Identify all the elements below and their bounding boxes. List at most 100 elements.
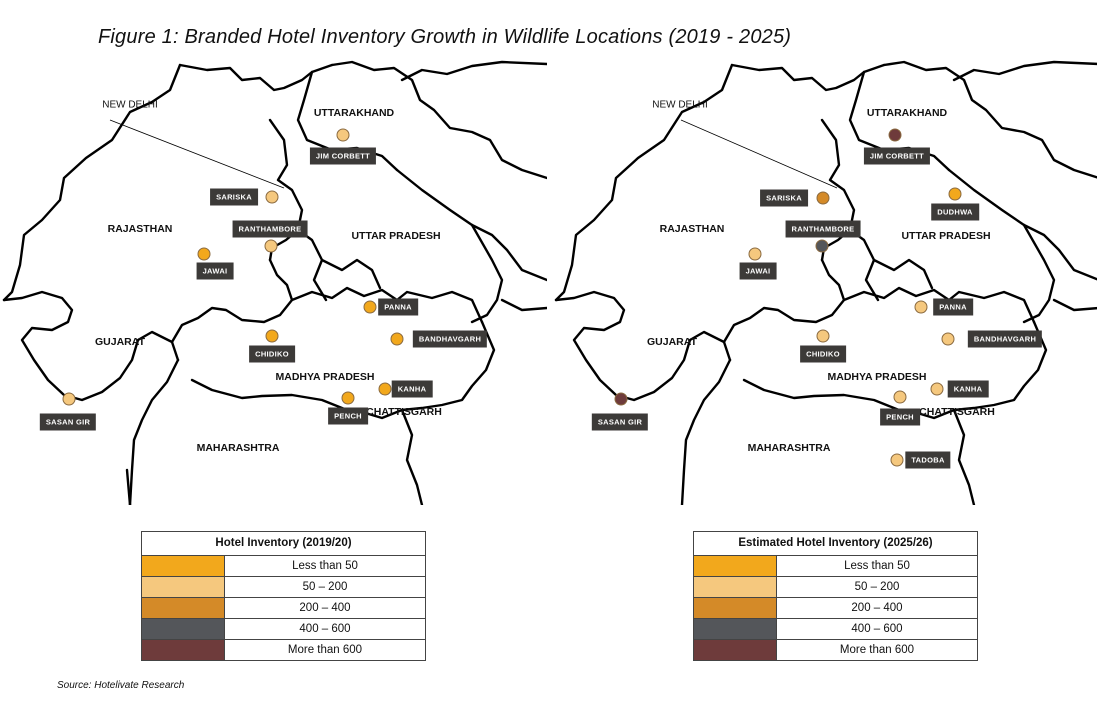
marker-jawai xyxy=(748,247,762,261)
legend-label: 400 – 600 xyxy=(851,623,903,635)
legend-row: Less than 50 xyxy=(694,556,977,576)
region-label-gujarat: GUJARAT xyxy=(95,336,145,348)
legend-row: 50 – 200 xyxy=(142,576,425,597)
legend-swatch xyxy=(694,577,777,597)
legend-label: 400 – 600 xyxy=(299,623,351,635)
region-label-chattisgarh: CHATTISGARH xyxy=(919,406,995,418)
marker-ranthambore xyxy=(815,239,829,253)
legend-title: Hotel Inventory (2019/20) xyxy=(142,532,425,556)
legend-row: 400 – 600 xyxy=(694,618,977,639)
marker-bandhavgarh xyxy=(941,332,955,346)
destination-label-jim-corbett: JIM CORBETT xyxy=(863,147,931,165)
legend-label: Less than 50 xyxy=(292,560,358,572)
legend-swatch xyxy=(142,598,225,618)
destination-label-jim-corbett: JIM CORBETT xyxy=(309,147,377,165)
region-label-rajasthan: RAJASTHAN xyxy=(659,223,725,235)
destination-label-jawai: JAWAI xyxy=(196,262,234,280)
legend-swatch xyxy=(694,598,777,618)
marker-bandhavgarh xyxy=(390,332,404,346)
marker-pench xyxy=(893,390,907,404)
region-label-maharashtra: MAHARASHTRA xyxy=(747,442,831,454)
figure-title: Figure 1: Branded Hotel Inventory Growth… xyxy=(98,26,792,48)
map-2025: UTTARAKHAND RAJASTHAN UTTAR PRADESH GUJARAT… xyxy=(554,60,1097,505)
marker-jim-corbett xyxy=(888,128,902,142)
legend-swatch xyxy=(694,640,777,660)
legend-row: More than 600 xyxy=(142,639,425,660)
marker-panna xyxy=(363,300,377,314)
marker-sasan-gir xyxy=(62,392,76,406)
marker-panna xyxy=(914,300,928,314)
region-label-gujarat: GUJARAT xyxy=(647,336,697,348)
destination-label-ranthambore: RANTHAMBORE xyxy=(232,220,308,238)
region-label-madhya-pradesh: MADHYA PRADESH xyxy=(275,371,375,383)
marker-pench xyxy=(341,391,355,405)
region-label-madhya-pradesh: MADHYA PRADESH xyxy=(827,371,927,383)
marker-kanha xyxy=(930,382,944,396)
destination-label-kanha: KANHA xyxy=(947,380,989,398)
destination-label-bandhavgarh: BANDHAVGARH xyxy=(967,330,1043,348)
marker-sariska xyxy=(265,190,279,204)
capital-label: NEW DELHI xyxy=(102,99,158,111)
destination-label-jawai: JAWAI xyxy=(739,262,777,280)
destination-label-pench: PENCH xyxy=(880,408,920,426)
marker-jawai xyxy=(197,247,211,261)
destination-label-sasan-gir: SASAN GIR xyxy=(591,413,649,431)
legend-label: More than 600 xyxy=(839,644,915,656)
marker-jim-corbett xyxy=(336,128,350,142)
destination-label-sariska: SARISKA xyxy=(760,189,808,207)
destination-label-panna: PANNA xyxy=(933,298,973,316)
legend-2019: Hotel Inventory (2019/20) Less than 50 50… xyxy=(141,531,426,661)
marker-ranthambore xyxy=(264,239,278,253)
legend-swatch xyxy=(694,619,777,639)
legend-swatch xyxy=(142,640,225,660)
marker-dudhwa xyxy=(948,187,962,201)
region-label-uttarakhand: UTTARAKHAND xyxy=(313,107,395,119)
legend-swatch xyxy=(142,556,225,576)
region-label-chattisgarh: CHATTISGARH xyxy=(366,406,442,418)
legend-label: 50 – 200 xyxy=(302,581,348,593)
map-2019: UTTARAKHAND RAJASTHAN UTTAR PRADESH GUJARAT… xyxy=(2,60,547,505)
destination-label-chidiko: CHIDIKO xyxy=(249,345,295,363)
legend-row: More than 600 xyxy=(694,639,977,660)
marker-sasan-gir xyxy=(614,392,628,406)
destination-label-chidiko: CHIDIKO xyxy=(800,345,846,363)
legend-label: More than 600 xyxy=(287,644,363,656)
region-label-uttarakhand: UTTARAKHAND xyxy=(866,107,948,119)
region-label-rajasthan: RAJASTHAN xyxy=(107,223,173,235)
destination-label-bandhavgarh: BANDHAVGARH xyxy=(412,330,488,348)
destination-label-kanha: KANHA xyxy=(391,380,433,398)
marker-sariska xyxy=(816,191,830,205)
marker-kanha xyxy=(378,382,392,396)
legend-row: Less than 50 xyxy=(142,556,425,576)
legend-label: 200 – 400 xyxy=(851,602,903,614)
legend-row: 50 – 200 xyxy=(694,576,977,597)
legend-row: 200 – 400 xyxy=(694,597,977,618)
legend-2025: Estimated Hotel Inventory (2025/26) Less… xyxy=(693,531,978,661)
destination-label-dudhwa: DUDHWA xyxy=(931,203,979,221)
legend-title: Estimated Hotel Inventory (2025/26) xyxy=(694,532,977,556)
destination-label-sariska: SARISKA xyxy=(210,188,258,206)
destination-label-pench: PENCH xyxy=(328,407,368,425)
marker-tadoba xyxy=(890,453,904,467)
legend-label: 200 – 400 xyxy=(299,602,351,614)
destination-label-panna: PANNA xyxy=(378,298,418,316)
region-label-uttar-pradesh: UTTAR PRADESH xyxy=(901,230,991,242)
legend-swatch xyxy=(142,577,225,597)
legend-row: 400 – 600 xyxy=(142,618,425,639)
legend-swatch xyxy=(694,556,777,576)
map-outline xyxy=(2,60,547,505)
legend-label: 50 – 200 xyxy=(854,581,900,593)
map-outline xyxy=(554,60,1097,505)
capital-label: NEW DELHI xyxy=(652,99,708,111)
legend-label: Less than 50 xyxy=(844,560,910,572)
legend-swatch xyxy=(142,619,225,639)
legend-row: 200 – 400 xyxy=(142,597,425,618)
marker-chidiko xyxy=(816,329,830,343)
source-note: Source: Hotelivate Research xyxy=(57,680,185,691)
destination-label-ranthambore: RANTHAMBORE xyxy=(785,220,861,238)
region-label-maharashtra: MAHARASHTRA xyxy=(196,442,280,454)
destination-label-tadoba: TADOBA xyxy=(905,451,951,469)
destination-label-sasan-gir: SASAN GIR xyxy=(39,413,97,431)
region-label-uttar-pradesh: UTTAR PRADESH xyxy=(351,230,441,242)
marker-chidiko xyxy=(265,329,279,343)
